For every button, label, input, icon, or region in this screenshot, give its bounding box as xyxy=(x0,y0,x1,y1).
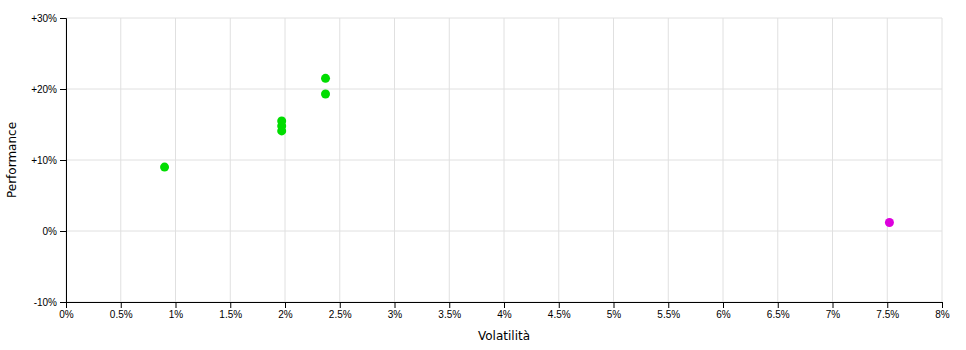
x-tick-label: 2% xyxy=(278,309,293,320)
point xyxy=(321,74,330,83)
grid xyxy=(66,18,942,302)
points xyxy=(160,74,894,227)
chart: 0% 0.5% 1% 1.5% 2% 2.5% 3% 3.5% 4% 4.5% 5% 5.5% 6% 6.… xyxy=(0,0,966,350)
x-tick: 7% xyxy=(826,302,841,320)
y-tick-label: +30% xyxy=(31,13,57,24)
x-tick-mark xyxy=(614,302,615,308)
plot: 0% 0.5% 1% 1.5% 2% 2.5% 3% 3.5% 4% 4.5% 5% 5.5% 6% 6.… xyxy=(31,13,950,320)
grid-line-y xyxy=(66,231,942,232)
x-tick-label: 0% xyxy=(59,309,74,320)
x-tick-label: 6% xyxy=(716,309,731,320)
x-tick: 8% xyxy=(935,302,950,320)
x-tick-label: 3% xyxy=(388,309,403,320)
x-tick: 6% xyxy=(716,302,731,320)
x-tick: 1.5% xyxy=(219,302,242,320)
y-tick-mark xyxy=(60,160,66,161)
x-tick: 3.5% xyxy=(438,302,461,320)
x-tick-mark xyxy=(942,302,943,308)
point xyxy=(160,163,169,172)
x-tick-label: 4% xyxy=(497,309,512,320)
y-tick-mark xyxy=(60,89,66,90)
x-tick-label: 1.5% xyxy=(219,309,242,320)
x-tick-mark xyxy=(833,302,834,308)
point xyxy=(321,89,330,98)
x-tick: 2% xyxy=(278,302,293,320)
point xyxy=(885,218,894,227)
x-tick: 6.5% xyxy=(767,302,790,320)
x-tick-mark xyxy=(230,302,231,308)
y-tick-label: +10% xyxy=(31,155,57,166)
y-tick: +20% xyxy=(31,84,66,95)
x-tick-mark xyxy=(340,302,341,308)
x-tick-label: 4.5% xyxy=(548,309,571,320)
x-tick: 1% xyxy=(169,302,184,320)
x-tick-mark xyxy=(285,302,286,308)
x-tick: 0% xyxy=(59,302,74,320)
x-tick-label: 2.5% xyxy=(329,309,352,320)
x-tick-mark xyxy=(449,302,450,308)
x-tick-label: 6.5% xyxy=(767,309,790,320)
x-tick: 5.5% xyxy=(657,302,680,320)
x-tick-mark xyxy=(395,302,396,308)
x-axis-line xyxy=(67,303,943,309)
x-tick-label: 5% xyxy=(607,309,622,320)
grid-line-y xyxy=(66,18,942,19)
y-tick-label: -10% xyxy=(34,297,57,308)
y-tick: -10% xyxy=(34,297,66,308)
x-tick-mark xyxy=(668,302,669,308)
x-axis: 0% 0.5% 1% 1.5% 2% 2.5% 3% 3.5% 4% 4.5% 5% 5.5% 6% 6.… xyxy=(59,302,950,320)
y-tick-mark xyxy=(60,231,66,232)
x-tick: 2.5% xyxy=(329,302,352,320)
y-axis-line xyxy=(60,19,67,303)
x-tick-label: 0.5% xyxy=(110,309,133,320)
x-tick-mark xyxy=(559,302,560,308)
x-tick-mark xyxy=(723,302,724,308)
series xyxy=(885,218,894,227)
series xyxy=(160,74,330,172)
x-tick-mark xyxy=(176,302,177,308)
x-tick: 7.5% xyxy=(876,302,899,320)
x-tick-mark xyxy=(504,302,505,308)
y-tick-mark xyxy=(60,302,66,303)
x-tick: 3% xyxy=(388,302,403,320)
point xyxy=(277,126,286,135)
x-tick-label: 3.5% xyxy=(438,309,461,320)
y-tick-mark xyxy=(60,18,66,19)
y-axis: -10% 0% +10% +20% +30% xyxy=(31,13,66,308)
y-tick-label: 0% xyxy=(43,226,58,237)
grid-line-y xyxy=(66,160,942,161)
y-axis-title: Performance xyxy=(5,122,19,198)
grid-line-y xyxy=(66,89,942,90)
x-tick-label: 8% xyxy=(935,309,950,320)
x-tick-mark xyxy=(887,302,888,308)
x-tick-label: 7% xyxy=(826,309,841,320)
x-tick-label: 1% xyxy=(169,309,184,320)
x-axis-title: Volatilità xyxy=(478,329,530,343)
y-tick: 0% xyxy=(43,226,66,237)
x-tick: 5% xyxy=(607,302,622,320)
y-tick: +30% xyxy=(31,13,66,24)
x-tick: 4.5% xyxy=(548,302,571,320)
x-tick: 4% xyxy=(497,302,512,320)
x-tick-label: 7.5% xyxy=(876,309,899,320)
x-tick-mark xyxy=(121,302,122,308)
y-tick: +10% xyxy=(31,155,66,166)
y-tick-label: +20% xyxy=(31,84,57,95)
x-tick-label: 5.5% xyxy=(657,309,680,320)
x-tick-mark xyxy=(778,302,779,308)
x-tick: 0.5% xyxy=(110,302,133,320)
